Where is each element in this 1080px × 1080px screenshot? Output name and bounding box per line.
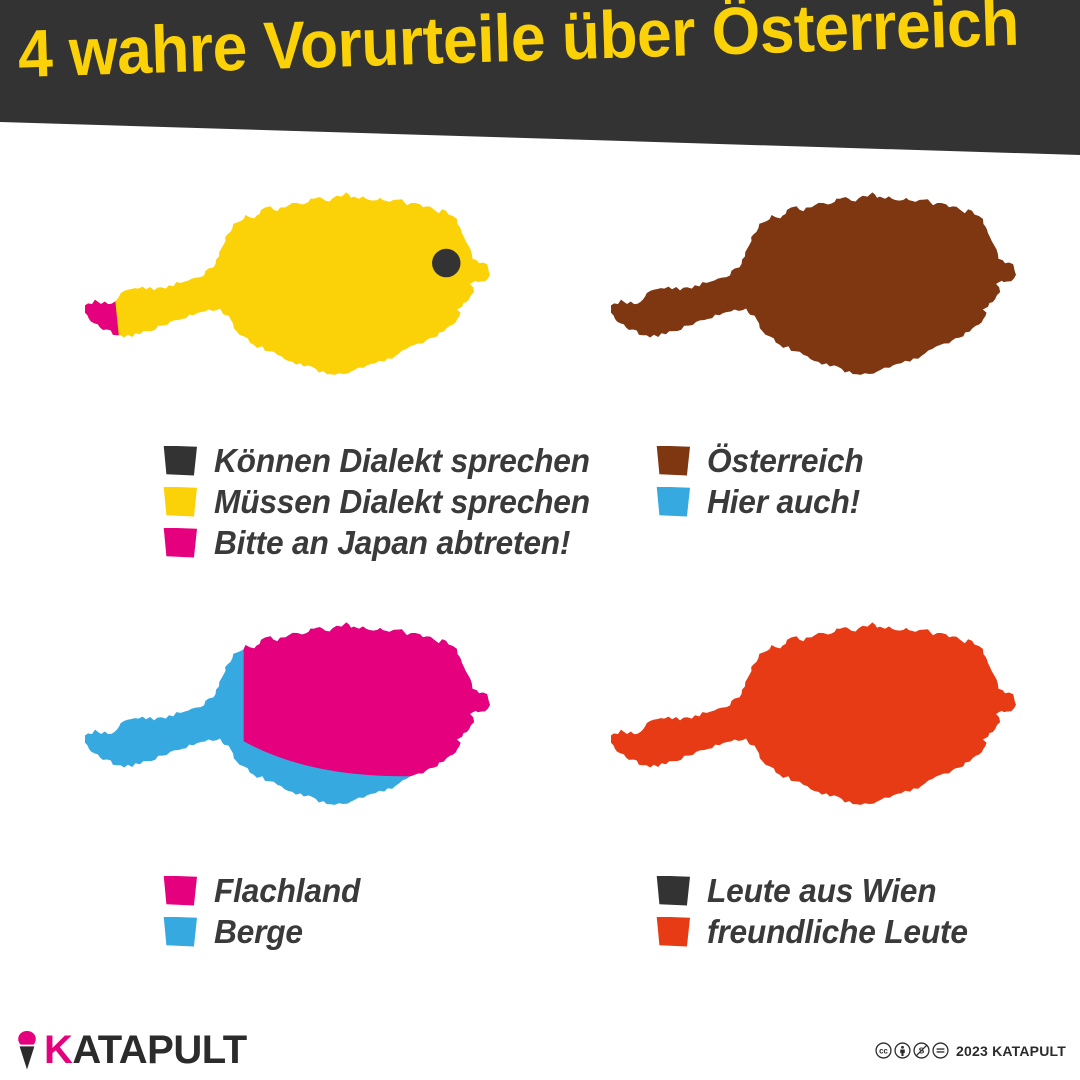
- legend-item[interactable]: Berge: [8, 911, 548, 952]
- austria-map-geografie[interactable]: [62, 612, 502, 842]
- panel-geografie: Flachland Berge: [0, 590, 540, 1020]
- svg-text:cc: cc: [879, 1046, 888, 1055]
- legend-label: Berge: [214, 912, 303, 950]
- legend-geografie: Flachland Berge: [8, 870, 548, 952]
- austria-map-oesterreich[interactable]: [588, 182, 1028, 412]
- cc-nc-icon: S: [913, 1042, 930, 1059]
- legend-swatch: [656, 916, 690, 947]
- austria-outline-group: [84, 192, 490, 375]
- legend-label: Leute aus Wien: [707, 871, 937, 909]
- vorarlberg-region: [84, 281, 120, 347]
- legend-label: Hier auch!: [707, 482, 860, 520]
- legend-item[interactable]: Bitte an Japan abtreten!: [8, 522, 570, 563]
- austria-base-shape: [84, 192, 490, 375]
- creative-commons-icons: cc S: [875, 1042, 949, 1059]
- legend-swatch: [656, 445, 690, 476]
- copyright-block: cc S 2023 KATAPULT: [875, 1042, 1066, 1059]
- title-band-shape: [0, 0, 1080, 155]
- copyright-text: 2023 KATAPULT: [956, 1042, 1066, 1059]
- austria-base-shape: [610, 192, 1016, 375]
- katapult-wordmark: KATAPULT: [44, 1030, 247, 1070]
- legend-item[interactable]: Leute aus Wien: [556, 870, 1080, 911]
- legend-label: Österreich: [707, 441, 864, 479]
- title-band: 4 wahre Vorurteile über Österreich: [0, 0, 1080, 160]
- cc-nd-icon: [932, 1042, 949, 1059]
- legend-item[interactable]: Können Dialekt sprechen: [8, 440, 590, 481]
- panels-grid: Können Dialekt sprechen Müssen Dialekt s…: [0, 160, 1080, 1020]
- cc-by-icon: [894, 1042, 911, 1059]
- legend-swatch: [163, 445, 197, 476]
- legend-swatch: [656, 875, 690, 906]
- legend-label: Können Dialekt sprechen: [214, 441, 590, 479]
- legend-swatch: [163, 875, 197, 906]
- austria-flachland-region: [243, 622, 490, 777]
- legend-swatch: [163, 486, 197, 517]
- panel-dialekt: Können Dialekt sprechen Müssen Dialekt s…: [0, 160, 590, 590]
- panel-oesterreich: Österreich Hier auch!: [540, 160, 1080, 590]
- ice-cream-cone-icon: [18, 1031, 36, 1070]
- legend-leute: Leute aus Wien freundliche Leute: [556, 870, 1080, 952]
- austria-map-dialekt[interactable]: [62, 182, 502, 412]
- legend-item[interactable]: Flachland: [8, 870, 548, 911]
- legend-dialekt: Können Dialekt sprechen Müssen Dialekt s…: [8, 440, 590, 563]
- map-holder-leute: [540, 612, 1080, 847]
- legend-item[interactable]: Müssen Dialekt sprechen: [8, 481, 590, 522]
- vienna-dot[interactable]: [432, 248, 461, 278]
- legend-item[interactable]: Österreich: [556, 440, 1080, 481]
- footer: KATAPULT cc S 2023 KATAPUL: [0, 1020, 1080, 1080]
- legend-label: Bitte an Japan abtreten!: [214, 523, 571, 561]
- legend-swatch: [656, 486, 690, 517]
- katapult-k: K: [44, 1028, 73, 1072]
- map-holder-oesterreich: [540, 182, 1080, 417]
- katapult-logo[interactable]: KATAPULT: [14, 1028, 247, 1072]
- map-holder-geografie: [0, 612, 540, 847]
- katapult-rest: ATAPULT: [72, 1028, 247, 1072]
- cc-icon: cc: [875, 1042, 892, 1059]
- legend-label: Müssen Dialekt sprechen: [214, 482, 590, 520]
- austria-map-leute[interactable]: [588, 612, 1028, 842]
- map-holder-dialekt: [0, 182, 540, 417]
- legend-swatch: [163, 916, 197, 947]
- panel-leute: Leute aus Wien freundliche Leute: [540, 590, 1080, 1020]
- legend-swatch: [163, 527, 197, 558]
- legend-item[interactable]: Hier auch!: [556, 481, 1080, 522]
- legend-oesterreich: Österreich Hier auch!: [556, 440, 1080, 522]
- legend-label: Flachland: [214, 871, 361, 909]
- legend-item[interactable]: freundliche Leute: [556, 911, 1080, 952]
- austria-base-shape: [610, 622, 1016, 805]
- legend-label: freundliche Leute: [707, 912, 968, 950]
